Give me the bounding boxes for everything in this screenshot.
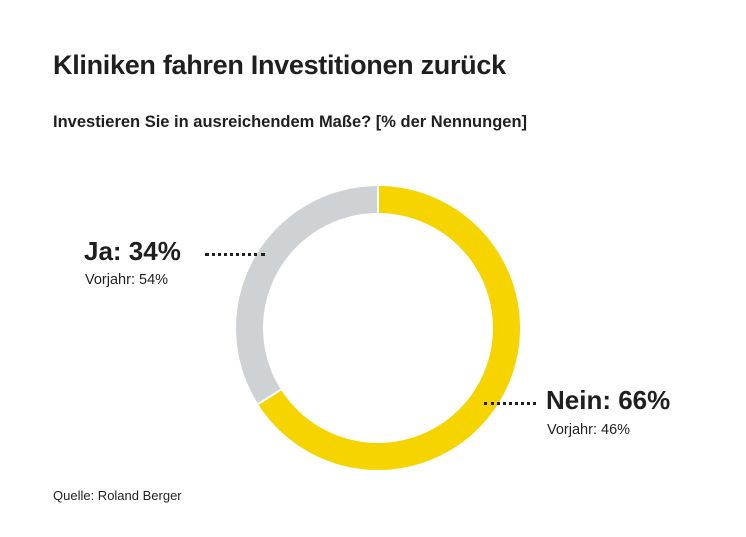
slice-ja	[236, 186, 378, 405]
source-note: Quelle: Roland Berger	[53, 488, 182, 503]
label-nein: Nein: 66%	[546, 385, 671, 415]
label-ja-vorjahr: Vorjahr: 54%	[85, 272, 169, 288]
leader-line-nein	[484, 402, 536, 405]
chart-subtitle: Investieren Sie in ausreichendem Maße? […	[53, 113, 528, 131]
label-ja: Ja: 34%	[84, 236, 181, 266]
leader-line-ja	[205, 253, 265, 256]
slice-separator	[256, 388, 283, 406]
label-nein-vorjahr: Vorjahr: 46%	[547, 422, 631, 438]
chart-title: Kliniken fahren Investitionen zurück	[53, 50, 506, 80]
